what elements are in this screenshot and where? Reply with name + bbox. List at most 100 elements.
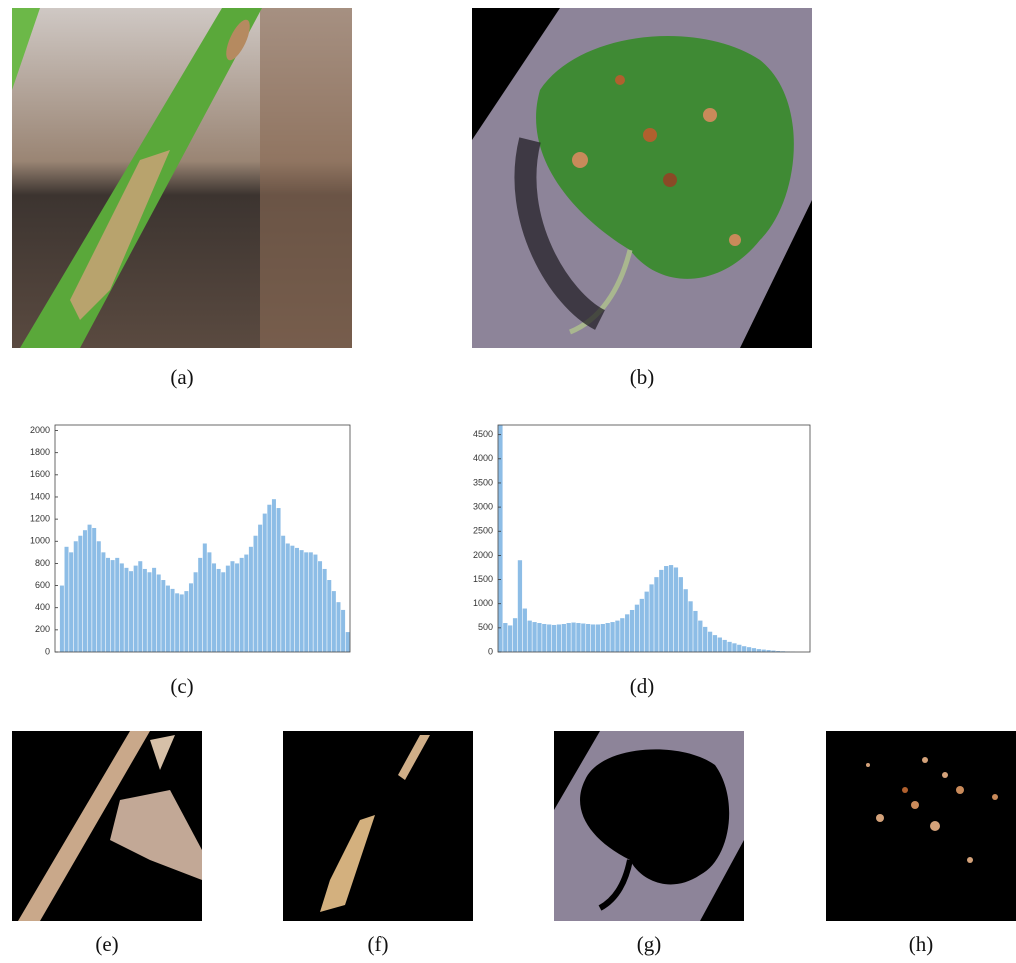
y-tick-label: 600	[35, 580, 50, 590]
bar	[727, 642, 731, 652]
bar	[537, 623, 541, 652]
bar	[581, 624, 585, 652]
y-tick-label: 1000	[473, 598, 493, 608]
histogram-c: 0200400600800100012001400160018002000	[30, 425, 350, 656]
bar	[295, 548, 299, 652]
bar	[323, 569, 327, 652]
y-tick-label: 1600	[30, 469, 50, 479]
y-tick-label: 4000	[473, 453, 493, 463]
bar	[332, 591, 336, 652]
y-tick-label: 0	[488, 646, 493, 656]
bar	[281, 536, 285, 652]
histogram-d: 050010001500200025003000350040004500	[473, 425, 810, 656]
bar	[207, 552, 211, 652]
bar	[688, 601, 692, 652]
bar	[184, 591, 188, 652]
bar	[101, 552, 105, 652]
bar	[217, 569, 221, 652]
bar	[249, 547, 253, 652]
bar	[562, 624, 566, 652]
bar	[221, 572, 225, 652]
bar	[654, 577, 658, 652]
bar	[718, 638, 722, 652]
bar	[649, 584, 653, 652]
bar	[244, 555, 248, 652]
y-tick-label: 1500	[473, 574, 493, 584]
bar	[258, 525, 262, 652]
bar	[752, 648, 756, 652]
bar	[111, 560, 115, 652]
bar	[300, 550, 304, 652]
bar	[198, 558, 202, 652]
bar	[664, 566, 668, 652]
bar	[571, 623, 575, 652]
bar	[615, 621, 619, 652]
bar	[747, 647, 751, 652]
bar	[703, 627, 707, 652]
bar	[60, 586, 64, 652]
bar	[576, 623, 580, 652]
caption: (h)	[909, 932, 934, 956]
caption: (a)	[170, 365, 193, 389]
bar	[684, 589, 688, 652]
caption: (e)	[95, 932, 118, 956]
bar	[757, 649, 761, 652]
bar	[263, 514, 267, 652]
bar	[552, 625, 556, 652]
bar	[290, 546, 294, 652]
axes-frame	[498, 425, 810, 652]
bar	[240, 558, 244, 652]
bar	[309, 552, 313, 652]
y-tick-label: 2000	[30, 425, 50, 435]
bar	[674, 567, 678, 652]
caption: (b)	[630, 365, 655, 389]
bar	[115, 558, 119, 652]
bar	[129, 571, 133, 652]
bar	[645, 592, 649, 652]
bar	[97, 541, 101, 652]
bar	[606, 623, 610, 652]
caption: (c)	[170, 674, 193, 698]
bar	[78, 536, 82, 652]
bar	[669, 565, 673, 652]
y-tick-label: 1000	[30, 536, 50, 546]
bar	[74, 541, 78, 652]
y-tick-label: 0	[45, 646, 50, 656]
y-tick-label: 400	[35, 602, 50, 612]
bar	[254, 536, 258, 652]
bar	[596, 624, 600, 652]
bar	[157, 574, 161, 652]
photo-e	[12, 731, 202, 921]
bar	[336, 602, 340, 652]
bar	[69, 552, 73, 652]
bar	[503, 623, 507, 652]
bar	[143, 569, 147, 652]
bar	[723, 640, 727, 652]
y-tick-label: 1400	[30, 491, 50, 501]
bar	[557, 624, 561, 652]
bar	[83, 530, 87, 652]
y-tick-label: 4500	[473, 429, 493, 439]
bar	[737, 645, 741, 652]
bar	[166, 586, 170, 652]
bar	[313, 555, 317, 652]
bar	[341, 610, 345, 652]
bar	[327, 580, 331, 652]
bar	[732, 643, 736, 652]
bar	[586, 624, 590, 652]
bar	[175, 593, 179, 652]
bar	[161, 580, 165, 652]
bar	[713, 635, 717, 652]
bar	[693, 611, 697, 652]
bar	[532, 622, 536, 652]
bar	[171, 589, 175, 652]
y-tick-label: 1800	[30, 447, 50, 457]
bar	[230, 561, 234, 652]
photo-g	[554, 731, 744, 921]
bar	[226, 566, 230, 652]
bar	[134, 566, 138, 652]
bar	[318, 561, 322, 652]
bar	[640, 599, 644, 652]
y-tick-label: 200	[35, 624, 50, 634]
bar	[65, 547, 69, 652]
